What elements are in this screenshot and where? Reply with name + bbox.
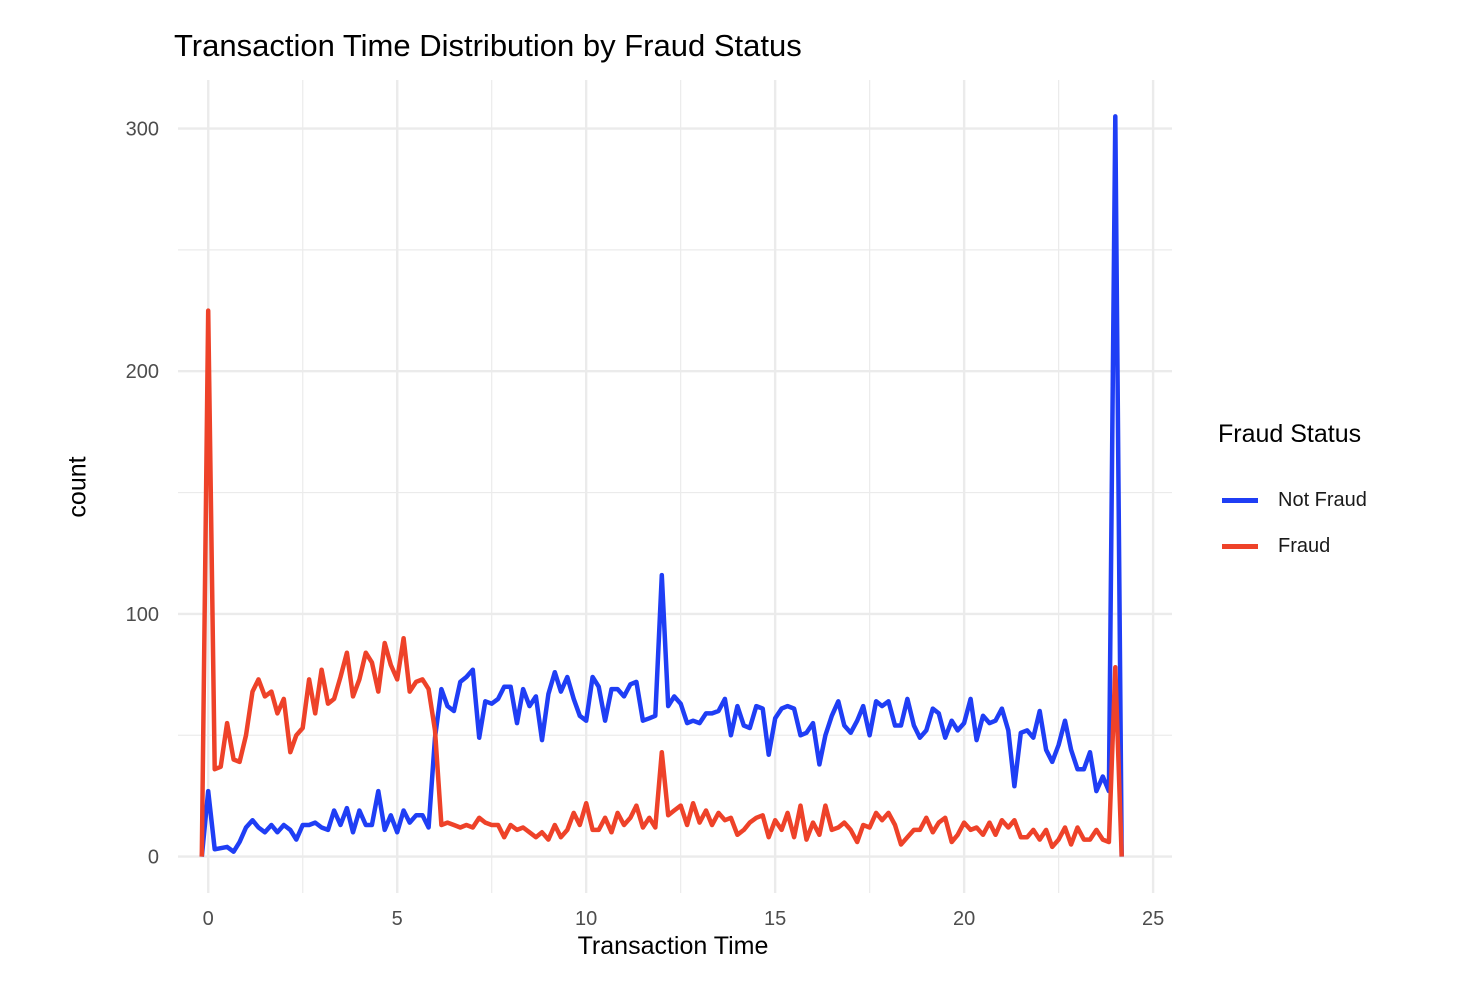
- legend-item-not-fraud: Not Fraud: [1218, 477, 1367, 523]
- x-tick-label: 10: [575, 908, 597, 930]
- y-tick-label: 200: [126, 361, 159, 383]
- series-line-fraud: [199, 308, 1124, 857]
- y-tick-label: 300: [126, 119, 159, 141]
- y-tick-labels: 0 100 200 300: [126, 119, 159, 869]
- x-tick-labels: 0 5 10 15 20 25: [203, 908, 1165, 930]
- x-tick-label: 5: [392, 908, 403, 930]
- x-tick-label: 20: [953, 908, 975, 930]
- x-tick-label: 0: [203, 908, 214, 930]
- legend-title: Fraud Status: [1218, 420, 1362, 448]
- x-tick-label: 25: [1142, 908, 1164, 930]
- series-lines: [199, 114, 1124, 857]
- y-tick-label: 0: [148, 847, 159, 869]
- legend-item-fraud: Fraud: [1218, 523, 1367, 569]
- legend-label-fraud: Fraud: [1278, 534, 1331, 557]
- series-line-not-fraud: [199, 114, 1124, 857]
- x-tick-label: 15: [764, 908, 786, 930]
- legend-swatch-fraud: [1222, 543, 1258, 549]
- legend-label-not-fraud: Not Fraud: [1278, 488, 1367, 511]
- x-axis-title: Transaction Time: [577, 932, 769, 960]
- y-tick-label: 100: [126, 604, 159, 626]
- grid-minor: [178, 80, 1172, 893]
- legend: Fraud Status Not Fraud Fraud: [1218, 420, 1367, 569]
- legend-swatch-not-fraud: [1222, 497, 1258, 503]
- y-axis-title: count: [63, 456, 92, 518]
- grid-major: [178, 80, 1172, 893]
- chart-title: Transaction Time Distribution by Fraud S…: [174, 28, 802, 63]
